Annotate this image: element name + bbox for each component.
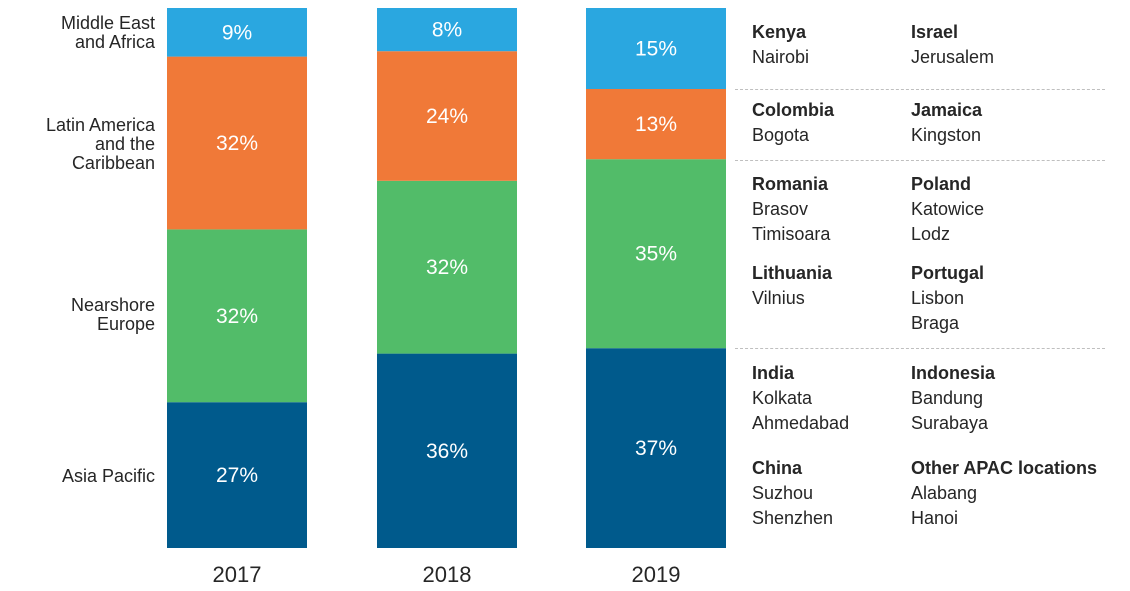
location-china: China Suzhou Shenzhen (752, 456, 833, 531)
bar-segment-nearshore-europe-2018 (377, 180, 517, 354)
country-name: India (752, 363, 795, 383)
region-label-latin-america: Latin America and the Caribbean (45, 115, 155, 173)
bar-segment-middle-east-and-africa-2017 (167, 8, 307, 57)
data-label-asia-pacific-2019: 37% (635, 437, 677, 460)
bar-segment-asia-pacific-2018 (377, 353, 517, 548)
bar-segment-nearshore-europe-2019 (586, 159, 726, 349)
data-label-nearshore-europe-2017: 32% (216, 305, 258, 328)
country-name: Israel (911, 22, 959, 42)
region-label-middle-east-africa: Middle East and Africa (60, 13, 155, 52)
city-name: Lisbon (911, 288, 965, 308)
city-name: Braga (911, 313, 960, 333)
city-name: Vilnius (752, 288, 805, 308)
data-label-latin-america-and-the-caribbean-2019: 13% (635, 113, 677, 136)
city-name: Kolkata (752, 388, 813, 408)
city-name: Alabang (911, 483, 978, 503)
data-label-middle-east-and-africa-2017: 9% (222, 21, 252, 44)
location-indonesia: Indonesia Bandung Surabaya (911, 361, 995, 436)
city-name: Surabaya (911, 413, 989, 433)
data-label-asia-pacific-2017: 27% (216, 464, 258, 487)
year-label-2019: 2019 (631, 562, 681, 587)
stacked-bar-chart: 27% 32% 32% 9% 36% 32% 24% 8% 37% 35% 13% 15% (167, 8, 726, 548)
city-name: Lodz (911, 224, 951, 244)
location-poland: Poland Katowice Lodz (911, 172, 984, 247)
city-name: Bandung (911, 388, 984, 408)
data-label-middle-east-and-africa-2019: 15% (635, 38, 677, 61)
data-label-nearshore-europe-2019: 35% (635, 243, 677, 266)
region-label-asia-pacific: Asia Pacific (61, 466, 155, 486)
city-name: Suzhou (752, 483, 814, 503)
city-name: Hanoi (911, 508, 959, 528)
location-israel: Israel Jerusalem (911, 20, 994, 70)
city-name: Jerusalem (911, 47, 995, 67)
city-name: Shenzhen (752, 508, 834, 528)
city-name: Timisoara (752, 224, 831, 244)
country-name: Other APAC locations (911, 458, 1098, 478)
location-colombia: Colombia Bogota (752, 98, 834, 148)
bar-segment-asia-pacific-2019 (586, 348, 726, 548)
year-label-2017: 2017 (212, 562, 262, 587)
country-name: Indonesia (911, 363, 996, 383)
bar-segment-middle-east-and-africa-2018 (377, 8, 517, 52)
location-jamaica: Jamaica Kingston (911, 98, 982, 148)
data-label-nearshore-europe-2018: 32% (426, 256, 468, 279)
country-name: China (752, 458, 803, 478)
bar-segment-middle-east-and-africa-2019 (586, 8, 726, 89)
bar-segment-asia-pacific-2017 (167, 402, 307, 548)
country-name: Poland (911, 174, 972, 194)
section-divider (735, 160, 1105, 161)
section-divider (735, 89, 1105, 90)
country-name: Jamaica (911, 100, 983, 120)
bar-segment-nearshore-europe-2017 (167, 229, 307, 403)
bar-segment-latin-america-and-the-caribbean-2019 (586, 89, 726, 160)
country-name: Portugal (911, 263, 985, 283)
section-divider (735, 348, 1105, 349)
country-name: Romania (752, 174, 829, 194)
year-label-2018: 2018 (422, 562, 472, 587)
data-label-asia-pacific-2018: 36% (426, 440, 468, 463)
city-name: Bogota (752, 125, 810, 145)
location-kenya: Kenya Nairobi (752, 20, 809, 70)
city-name: Nairobi (752, 47, 810, 67)
region-label-nearshore-europe: Nearshore Europe (70, 295, 155, 334)
data-label-middle-east-and-africa-2018: 8% (432, 19, 462, 42)
location-romania: Romania Brasov Timisoara (752, 172, 830, 247)
data-label-latin-america-and-the-caribbean-2018: 24% (426, 105, 468, 128)
city-name: Brasov (752, 199, 809, 219)
data-label-latin-america-and-the-caribbean-2017: 32% (216, 132, 258, 155)
city-name: Katowice (911, 199, 985, 219)
bar-segment-latin-america-and-the-caribbean-2018 (377, 51, 517, 181)
country-name: Colombia (752, 100, 835, 120)
bar-segment-latin-america-and-the-caribbean-2017 (167, 56, 307, 230)
country-name: Kenya (752, 22, 807, 42)
location-lithuania: Lithuania Vilnius (752, 261, 832, 311)
country-name: Lithuania (752, 263, 832, 283)
city-name: Kingston (911, 125, 982, 145)
location-portugal: Portugal Lisbon Braga (911, 261, 984, 336)
city-name: Ahmedabad (752, 413, 850, 433)
location-other-apac: Other APAC locations Alabang Hanoi (911, 456, 1097, 531)
location-india: India Kolkata Ahmedabad (752, 361, 849, 436)
